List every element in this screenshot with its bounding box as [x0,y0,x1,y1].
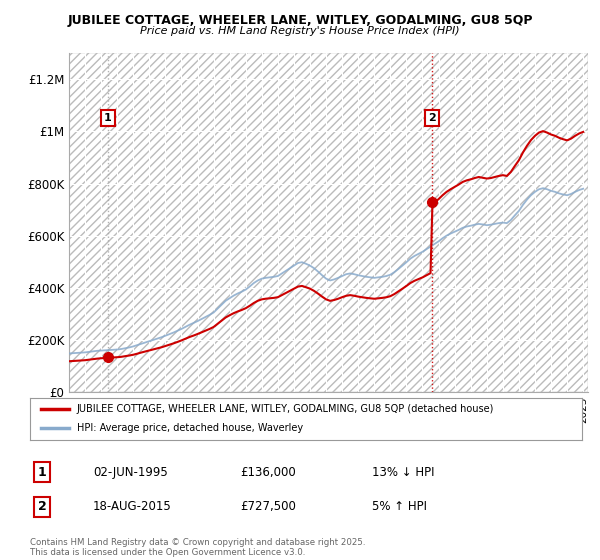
Text: 2: 2 [428,113,436,123]
Text: £727,500: £727,500 [240,500,296,514]
Text: Contains HM Land Registry data © Crown copyright and database right 2025.
This d: Contains HM Land Registry data © Crown c… [30,538,365,557]
Text: 18-AUG-2015: 18-AUG-2015 [93,500,172,514]
Text: JUBILEE COTTAGE, WHEELER LANE, WITLEY, GODALMING, GU8 5QP (detached house): JUBILEE COTTAGE, WHEELER LANE, WITLEY, G… [77,404,494,414]
Text: 5% ↑ HPI: 5% ↑ HPI [372,500,427,514]
Text: 02-JUN-1995: 02-JUN-1995 [93,465,168,479]
Text: 13% ↓ HPI: 13% ↓ HPI [372,465,434,479]
Text: 1: 1 [104,113,112,123]
Text: £136,000: £136,000 [240,465,296,479]
Text: 2: 2 [38,500,46,514]
Bar [69,53,588,392]
Text: 1: 1 [38,465,46,479]
Text: Price paid vs. HM Land Registry's House Price Index (HPI): Price paid vs. HM Land Registry's House … [140,26,460,36]
Text: JUBILEE COTTAGE, WHEELER LANE, WITLEY, GODALMING, GU8 5QP: JUBILEE COTTAGE, WHEELER LANE, WITLEY, G… [67,14,533,27]
Text: HPI: Average price, detached house, Waverley: HPI: Average price, detached house, Wave… [77,423,303,433]
